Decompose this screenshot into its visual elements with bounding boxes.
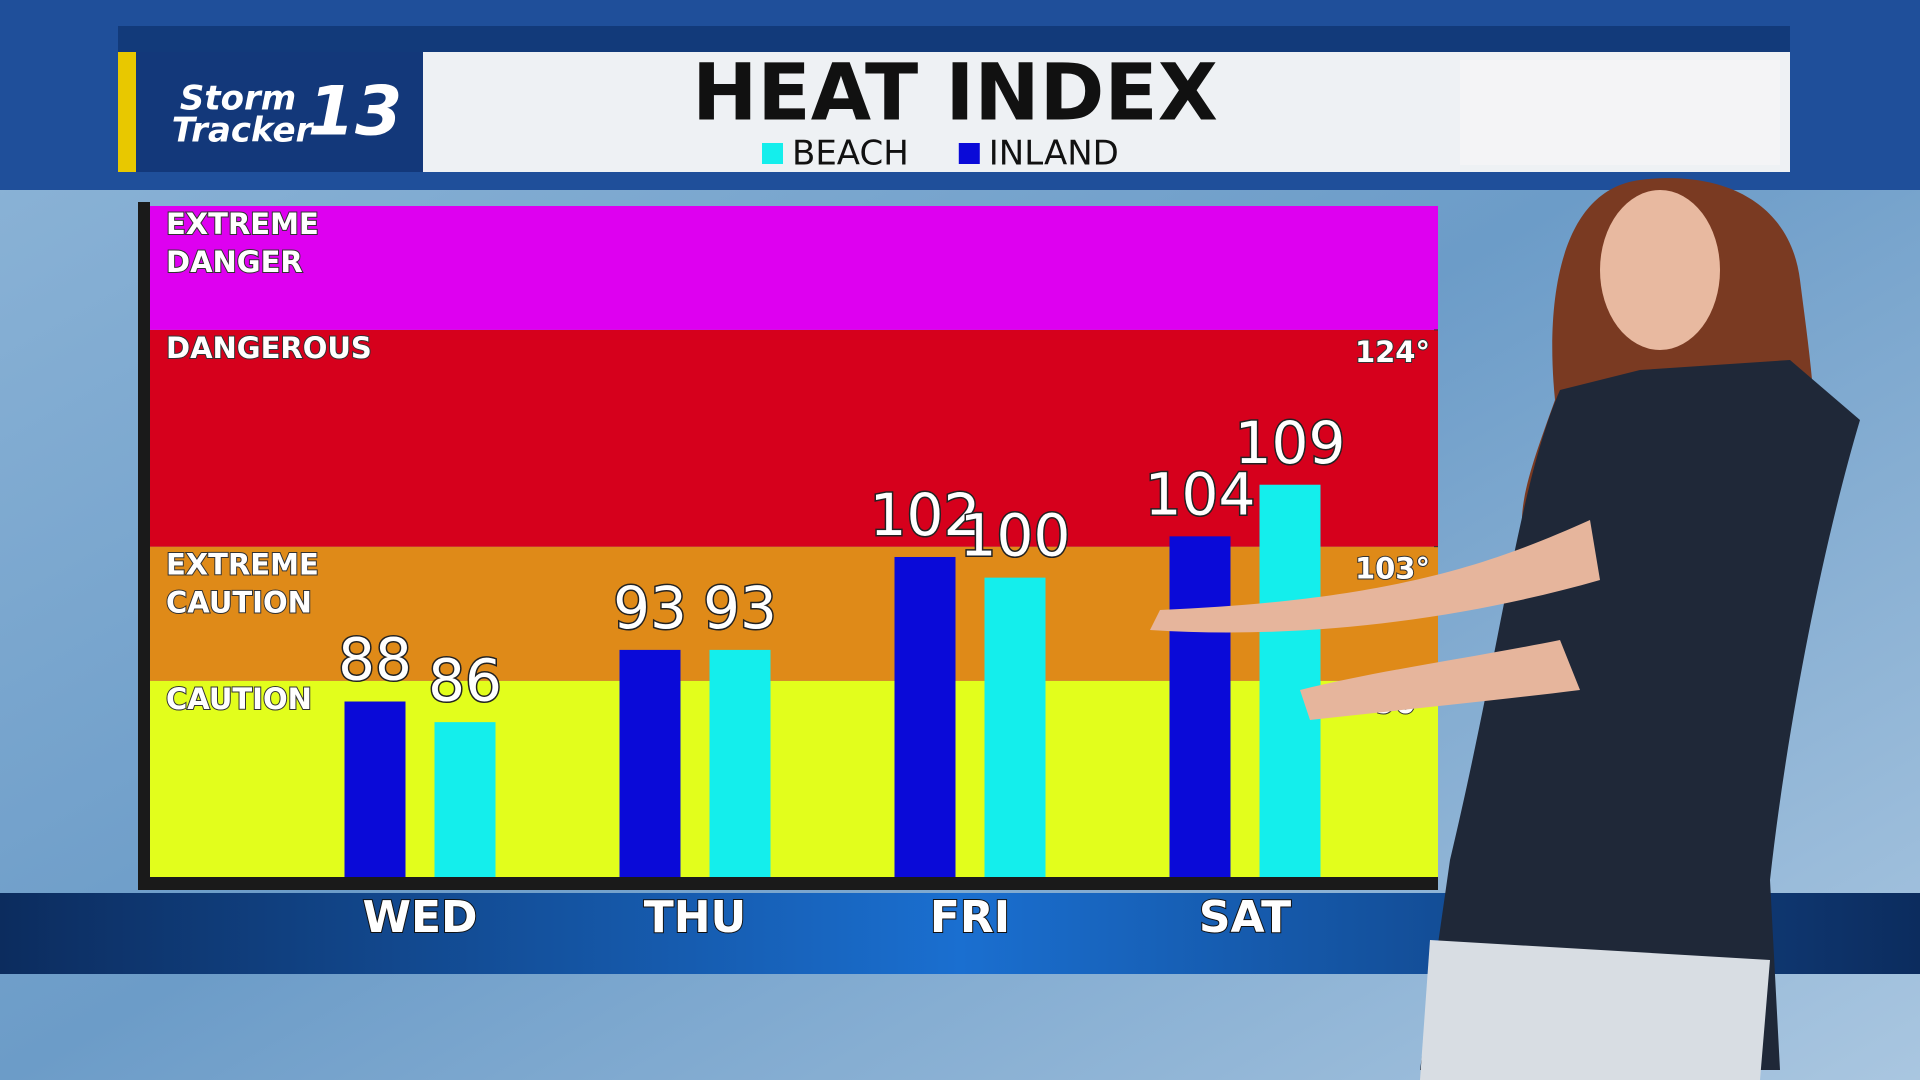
zone-label: CAUTION xyxy=(166,586,312,620)
value-label: 104 xyxy=(1145,460,1256,528)
zone-label: CAUTION xyxy=(166,682,312,716)
y-tick-label: 124° xyxy=(1355,335,1430,369)
presenter xyxy=(1150,178,1860,1080)
bar xyxy=(709,649,771,877)
value-label: 86 xyxy=(428,646,502,714)
legend-label: BEACH xyxy=(792,134,909,174)
banner-strip xyxy=(118,26,1790,52)
zone xyxy=(150,680,1438,877)
zone xyxy=(150,329,1438,547)
legend-label: INLAND xyxy=(989,134,1119,174)
bar xyxy=(434,722,496,877)
face xyxy=(1600,190,1720,350)
bar xyxy=(894,556,956,877)
bar xyxy=(344,701,406,877)
arm xyxy=(1150,520,1600,633)
zone xyxy=(150,206,1438,330)
bar xyxy=(984,577,1046,877)
logo-text: Storm xyxy=(180,79,296,119)
chart-title: HEAT INDEX xyxy=(692,48,1218,138)
sponsor-logo xyxy=(1460,60,1780,165)
zone-label: EXTREME xyxy=(166,548,319,582)
bar xyxy=(1169,536,1231,877)
x-tick-label: FRI xyxy=(930,892,1010,943)
value-label: 109 xyxy=(1235,409,1346,477)
legend-swatch xyxy=(958,143,980,164)
logo-text: Tracker xyxy=(172,111,315,151)
axis-frame xyxy=(138,202,150,890)
value-label: 88 xyxy=(338,626,412,694)
arm xyxy=(1300,640,1580,720)
dress-hem xyxy=(1420,940,1770,1080)
legend-swatch xyxy=(762,143,783,164)
x-tick-label: WED xyxy=(362,892,477,943)
zone-label: EXTREME xyxy=(166,207,319,241)
bar xyxy=(1259,484,1321,877)
logo-number: 13 xyxy=(308,73,403,152)
x-tick-label: THU xyxy=(644,892,747,943)
value-label: 100 xyxy=(960,502,1071,570)
zone-label: DANGER xyxy=(166,245,303,279)
logo-accent xyxy=(118,52,136,172)
bar xyxy=(619,649,681,877)
logo-box xyxy=(118,52,423,172)
value-label: 93 xyxy=(613,574,687,642)
value-label: 102 xyxy=(870,481,981,549)
plot: CAUTION EXTREME CAUTION DANGEROUS EXTREME DAN… xyxy=(150,206,1438,944)
x-tick-label: SAT xyxy=(1199,892,1291,943)
axis-frame xyxy=(138,877,1438,890)
dress xyxy=(1420,360,1860,1070)
value-label: 93 xyxy=(703,574,777,642)
zone-label: DANGEROUS xyxy=(166,331,372,365)
